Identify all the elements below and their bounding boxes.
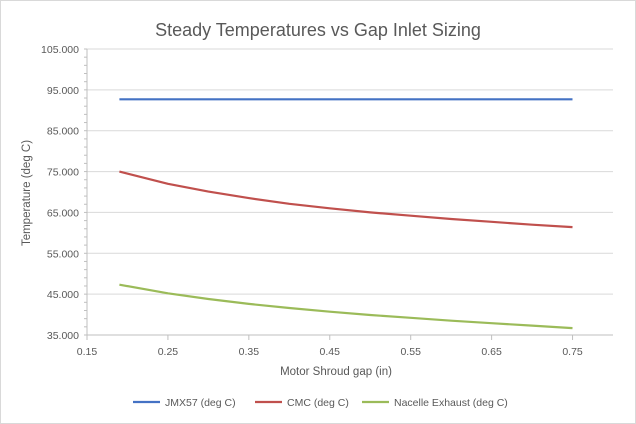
chart-title: Steady Temperatures vs Gap Inlet Sizing [155, 20, 481, 40]
x-tick-label: 0.55 [400, 346, 421, 358]
axes: 35.000 45.000 55.000 65.000 75.000 85.000 95.0… [41, 44, 613, 358]
y-axis-title: Temperature (deg C) [21, 140, 33, 246]
y-tick-label: 95.000 [47, 85, 79, 97]
gridlines [87, 48, 613, 295]
legend-label: JMX57 (deg C) [165, 397, 236, 409]
x-axis-title: Motor Shroud gap (in) [280, 366, 392, 378]
y-tick-label: 85.000 [47, 126, 79, 138]
y-tick-label: 35.000 [47, 330, 79, 342]
y-tick-label: 65.000 [47, 207, 79, 219]
series-line-1 [119, 170, 573, 229]
x-tick-label: 0.45 [320, 346, 341, 358]
series-lines [119, 98, 573, 330]
x-tick-label: 0.35 [239, 346, 260, 358]
x-tick-label: 0.15 [77, 346, 98, 358]
x-tick-label: 0.65 [481, 346, 502, 358]
legend-label: Nacelle Exhaust (deg C) [394, 397, 508, 409]
y-tick-label: 105.000 [41, 44, 79, 56]
series-line-2 [119, 283, 573, 330]
x-tick-label: 0.75 [562, 346, 583, 358]
y-tick-label: 55.000 [47, 248, 79, 260]
x-tick-label: 0.25 [158, 346, 179, 358]
y-tick-label: 45.000 [47, 289, 79, 301]
legend-label: CMC (deg C) [287, 397, 349, 409]
y-tick-label: 75.000 [47, 167, 79, 179]
legend: JMX57 (deg C) CMC (deg C) Nacelle Exhaust … [133, 397, 508, 409]
